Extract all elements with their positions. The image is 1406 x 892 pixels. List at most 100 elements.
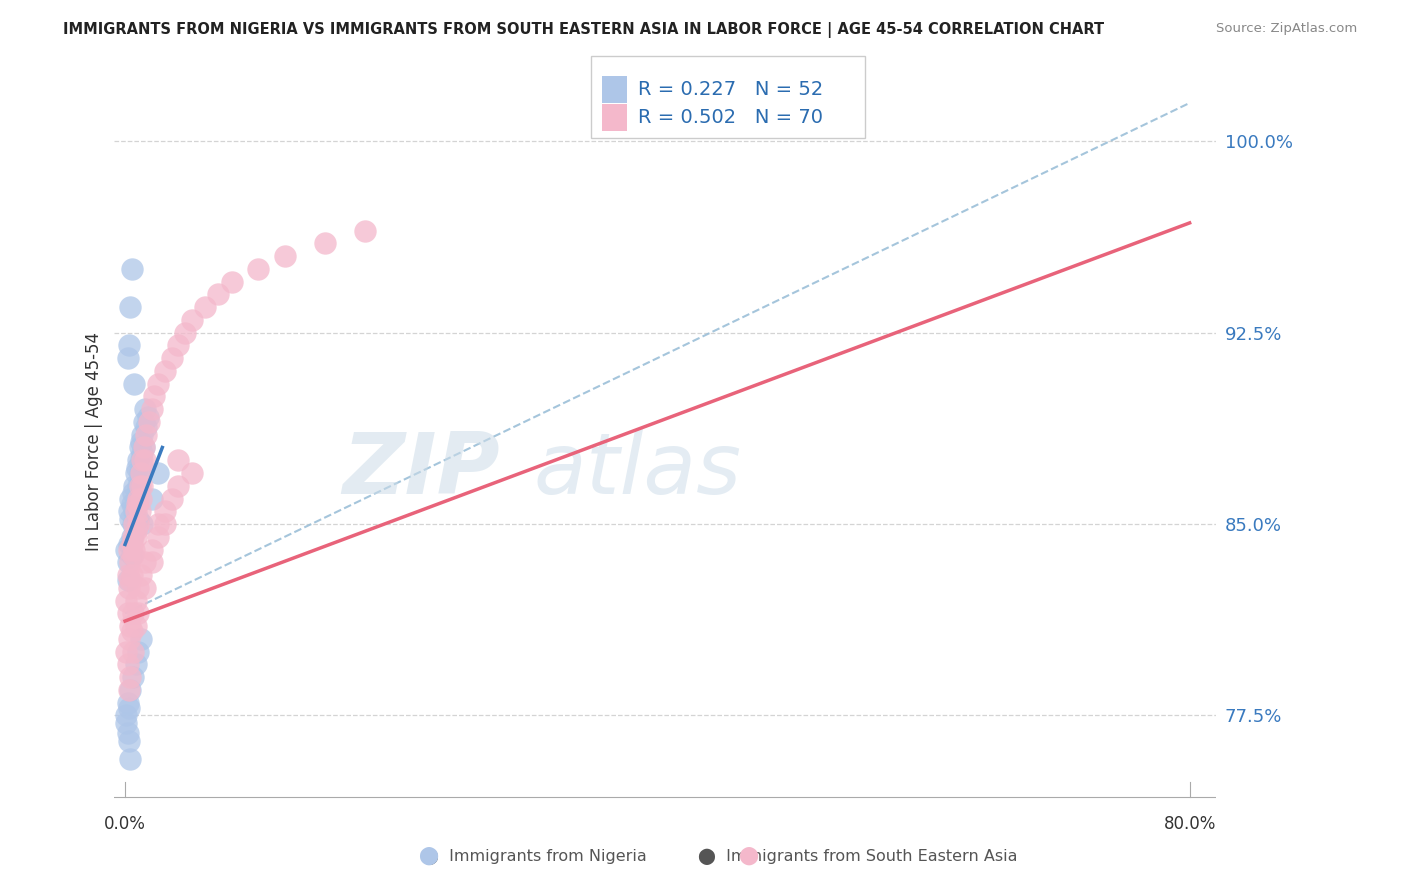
Point xyxy=(118,537,141,551)
Point xyxy=(118,682,141,697)
Point xyxy=(121,568,143,582)
Point xyxy=(141,542,163,557)
Point xyxy=(131,516,153,531)
Point xyxy=(125,657,148,672)
Point xyxy=(148,530,170,544)
Point xyxy=(274,249,297,263)
Point xyxy=(118,338,141,352)
Point xyxy=(118,632,141,646)
Point xyxy=(127,512,149,526)
Point xyxy=(122,670,145,684)
Point xyxy=(122,516,145,531)
Point xyxy=(125,491,148,506)
Point xyxy=(127,491,149,506)
Point xyxy=(117,573,139,587)
Point xyxy=(118,734,141,748)
Point xyxy=(117,568,139,582)
Text: ⬤: ⬤ xyxy=(738,847,758,865)
Text: Source: ZipAtlas.com: Source: ZipAtlas.com xyxy=(1216,22,1357,36)
Point xyxy=(121,537,143,551)
Point xyxy=(221,275,243,289)
Point xyxy=(120,573,142,587)
Point xyxy=(314,236,336,251)
Text: ⬤  Immigrants from Nigeria: ⬤ Immigrants from Nigeria xyxy=(422,849,647,865)
Point xyxy=(125,497,148,511)
Point xyxy=(122,530,145,544)
Point xyxy=(128,441,150,455)
Point xyxy=(115,645,138,659)
Point xyxy=(124,376,146,391)
Point xyxy=(134,453,156,467)
Point xyxy=(115,708,138,723)
Point xyxy=(122,548,145,562)
Point xyxy=(120,555,142,569)
Point xyxy=(143,389,166,403)
Point xyxy=(117,696,139,710)
Point xyxy=(134,581,156,595)
Point xyxy=(120,512,142,526)
Point xyxy=(129,435,152,450)
Text: 0.0%: 0.0% xyxy=(104,815,146,833)
Point xyxy=(135,427,157,442)
Text: ZIP: ZIP xyxy=(343,429,501,512)
Point xyxy=(120,619,142,633)
Point xyxy=(125,522,148,536)
Point xyxy=(125,497,148,511)
Point xyxy=(122,607,145,621)
Point xyxy=(125,504,148,518)
Point xyxy=(131,445,153,459)
Text: R = 0.227   N = 52: R = 0.227 N = 52 xyxy=(638,79,824,99)
Point xyxy=(131,453,153,467)
Point xyxy=(131,427,153,442)
Point xyxy=(153,504,176,518)
Point xyxy=(160,491,183,506)
Point xyxy=(118,504,141,518)
Point xyxy=(129,453,152,467)
Point xyxy=(132,441,155,455)
Point xyxy=(207,287,229,301)
Point xyxy=(127,607,149,621)
Point xyxy=(127,453,149,467)
Point xyxy=(115,542,138,557)
Point xyxy=(128,504,150,518)
Point xyxy=(120,752,142,766)
Point xyxy=(118,542,141,557)
Point xyxy=(115,593,138,607)
Point xyxy=(118,581,141,595)
Point xyxy=(120,300,142,314)
Text: atlas: atlas xyxy=(533,429,741,512)
Point xyxy=(121,548,143,562)
Point xyxy=(153,516,176,531)
Point xyxy=(180,466,202,480)
Point xyxy=(132,415,155,429)
Point xyxy=(135,420,157,434)
Point xyxy=(128,466,150,480)
Text: 80.0%: 80.0% xyxy=(1163,815,1216,833)
Point xyxy=(124,516,146,531)
Point xyxy=(160,351,183,366)
Point xyxy=(180,313,202,327)
Point xyxy=(129,466,152,480)
Point xyxy=(128,479,150,493)
Point xyxy=(131,479,153,493)
Point xyxy=(127,645,149,659)
Point xyxy=(117,555,139,569)
Point xyxy=(136,409,159,424)
Point xyxy=(117,726,139,740)
Point xyxy=(141,491,163,506)
Point xyxy=(127,479,149,493)
Point xyxy=(124,504,146,518)
Point xyxy=(148,516,170,531)
Point xyxy=(121,261,143,276)
Point xyxy=(129,568,152,582)
Text: IMMIGRANTS FROM NIGERIA VS IMMIGRANTS FROM SOUTH EASTERN ASIA IN LABOR FORCE | A: IMMIGRANTS FROM NIGERIA VS IMMIGRANTS FR… xyxy=(63,22,1104,38)
Point xyxy=(134,402,156,417)
Point xyxy=(167,338,190,352)
Point xyxy=(121,530,143,544)
Point xyxy=(129,491,152,506)
Point xyxy=(174,326,197,340)
Point xyxy=(141,402,163,417)
Point xyxy=(125,466,148,480)
Point xyxy=(125,530,148,544)
Point xyxy=(125,619,148,633)
